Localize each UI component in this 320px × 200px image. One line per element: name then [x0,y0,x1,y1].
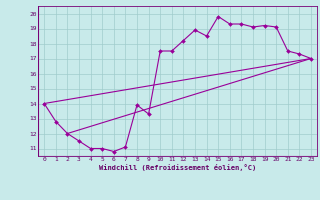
X-axis label: Windchill (Refroidissement éolien,°C): Windchill (Refroidissement éolien,°C) [99,164,256,171]
